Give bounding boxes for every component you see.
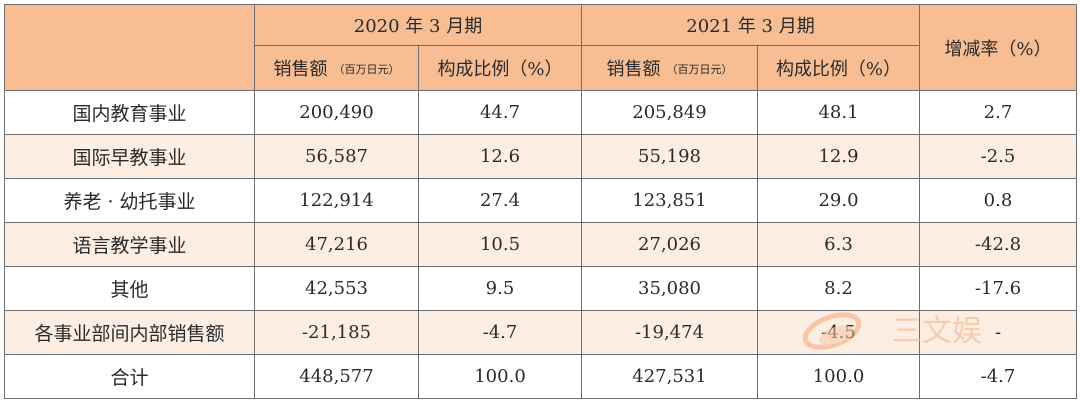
segment-header-cell	[4, 4, 255, 91]
sales-2021-cell: 27,026	[581, 222, 758, 267]
ratio-2020-cell: 9.5	[418, 266, 582, 311]
ratio-2021-cell: 8.2	[757, 266, 920, 311]
segment-name: 其他	[4, 266, 255, 311]
table-header: 2020 年 3 月期 2021 年 3 月期 增减率（%） 销售额 （百万日元）…	[4, 4, 1077, 91]
sales-2021-cell: -19,474	[581, 310, 758, 355]
table-row: 各事业部间内部销售额 -21,185 -4.7 -19,474 -4.5 -	[4, 310, 1077, 355]
table-row-total: 合计 448,577 100.0 427,531 100.0 -4.7	[4, 354, 1077, 399]
ratio-2021-cell: 29.0	[757, 178, 920, 223]
sales-2020-cell: 448,577	[254, 354, 419, 399]
sales-2021-cell: 427,531	[581, 354, 758, 399]
header-row-groups: 2020 年 3 月期 2021 年 3 月期 增减率（%）	[4, 4, 1077, 91]
sales-2021-header: 销售额 （百万日元）	[581, 45, 758, 91]
sales-2021-cell: 205,849	[581, 90, 758, 135]
sales-2021-cell: 35,080	[581, 266, 758, 311]
header-row-columns: 销售额 （百万日元） 构成比例（%） 销售额 （百万日元） 构成比例（%）	[5, 45, 1077, 91]
sales-2020-cell: 200,490	[254, 90, 419, 135]
change-rate-cell: 0.8	[919, 178, 1077, 223]
ratio-2020-header: 构成比例（%）	[418, 45, 582, 91]
change-rate-cell: -4.7	[919, 354, 1077, 399]
segment-name: 养老 · 幼托事业	[4, 178, 255, 223]
fy2021-header: 2021 年 3 月期	[581, 4, 920, 46]
segment-name: 各事业部间内部销售额	[4, 310, 255, 355]
change-rate-cell: 2.7	[919, 90, 1077, 135]
ratio-2020-cell: 10.5	[418, 222, 582, 267]
table-body: 国内教育事业 200,490 44.7 205,849 48.1 2.7 国际早…	[4, 90, 1077, 399]
change-rate-header: 增减率（%）	[919, 4, 1077, 91]
sales-2021-cell: 55,198	[581, 134, 758, 179]
change-rate-cell: -42.8	[919, 222, 1077, 267]
ratio-2020-cell: 100.0	[418, 354, 582, 399]
sales-unit: （百万日元）	[333, 63, 400, 76]
sales-2020-header: 销售额 （百万日元）	[254, 45, 419, 91]
sales-2020-cell: 47,216	[254, 222, 419, 267]
sales-2021-cell: 123,851	[581, 178, 758, 223]
table-row: 国内教育事业 200,490 44.7 205,849 48.1 2.7	[4, 90, 1077, 135]
table-row: 其他 42,553 9.5 35,080 8.2 -17.6	[4, 266, 1077, 311]
table-row: 语言教学事业 47,216 10.5 27,026 6.3 -42.8	[4, 222, 1077, 267]
sales-label: 销售额	[606, 59, 661, 80]
ratio-2021-cell: 48.1	[757, 90, 920, 135]
sales-unit: （百万日元）	[666, 63, 733, 76]
fy2020-header: 2020 年 3 月期	[254, 4, 582, 46]
sales-2020-cell: 122,914	[254, 178, 419, 223]
table-row: 养老 · 幼托事业 122,914 27.4 123,851 29.0 0.8	[4, 178, 1077, 223]
segment-name: 国内教育事业	[4, 90, 255, 135]
sales-table: 2020 年 3 月期 2021 年 3 月期 增减率（%） 销售额 （百万日元）…	[4, 4, 1077, 399]
segment-name: 语言教学事业	[4, 222, 255, 267]
ratio-2021-cell: 12.9	[757, 134, 920, 179]
sales-label: 销售额	[273, 59, 328, 80]
segment-name: 国际早教事业	[4, 134, 255, 179]
ratio-2021-header: 构成比例（%）	[757, 45, 920, 91]
sales-2020-cell: 42,553	[254, 266, 419, 311]
change-rate-cell: -	[919, 310, 1077, 355]
ratio-2021-cell: -4.5	[757, 310, 920, 355]
change-rate-cell: -2.5	[919, 134, 1077, 179]
ratio-2020-cell: -4.7	[418, 310, 582, 355]
sales-2020-cell: -21,185	[254, 310, 419, 355]
segment-name: 合计	[4, 354, 255, 399]
table-row: 国际早教事业 56,587 12.6 55,198 12.9 -2.5	[4, 134, 1077, 179]
ratio-2020-cell: 27.4	[418, 178, 582, 223]
sales-2020-cell: 56,587	[254, 134, 419, 179]
ratio-2021-cell: 100.0	[757, 354, 920, 399]
change-rate-cell: -17.6	[919, 266, 1077, 311]
ratio-2020-cell: 44.7	[418, 90, 582, 135]
ratio-2020-cell: 12.6	[418, 134, 582, 179]
ratio-2021-cell: 6.3	[757, 222, 920, 267]
